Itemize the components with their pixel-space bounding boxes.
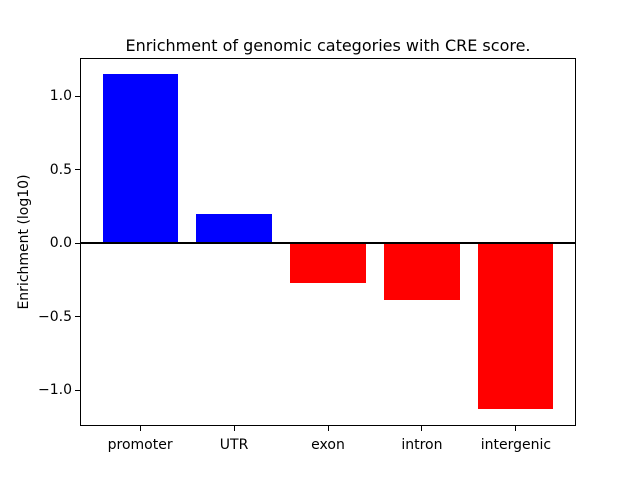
zero-line [80, 242, 576, 245]
x-tick-mark [515, 426, 517, 431]
x-tick-mark [139, 426, 141, 431]
y-tick-mark [75, 95, 80, 97]
bar-promoter [102, 74, 178, 244]
x-tick-label-UTR: UTR [219, 437, 249, 453]
x-tick-label-intergenic: intergenic [480, 437, 552, 453]
x-tick-mark [327, 426, 329, 431]
chart-title: Enrichment of genomic categories with CR… [125, 36, 531, 55]
bar-intron [384, 243, 460, 301]
y-tick-mark [75, 316, 80, 318]
x-tick-label-exon: exon [311, 437, 345, 453]
y-tick-label: −0.5 [38, 308, 72, 325]
x-tick-mark [421, 426, 423, 431]
bar-exon [290, 243, 366, 283]
y-tick-mark [75, 389, 80, 391]
x-tick-label-intron: intron [401, 437, 443, 453]
y-tick-label: 0.0 [49, 235, 72, 252]
y-tick-label: −1.0 [38, 382, 72, 398]
y-tick-mark [75, 242, 80, 244]
x-tick-mark [233, 426, 235, 431]
y-tick-label: 1.0 [49, 88, 72, 105]
bar-intergenic [478, 243, 554, 410]
x-tick-label-promoter: promoter [107, 437, 173, 453]
y-tick-label: 0.5 [49, 161, 72, 178]
bar-UTR [196, 213, 272, 244]
y-tick-mark [75, 169, 80, 171]
